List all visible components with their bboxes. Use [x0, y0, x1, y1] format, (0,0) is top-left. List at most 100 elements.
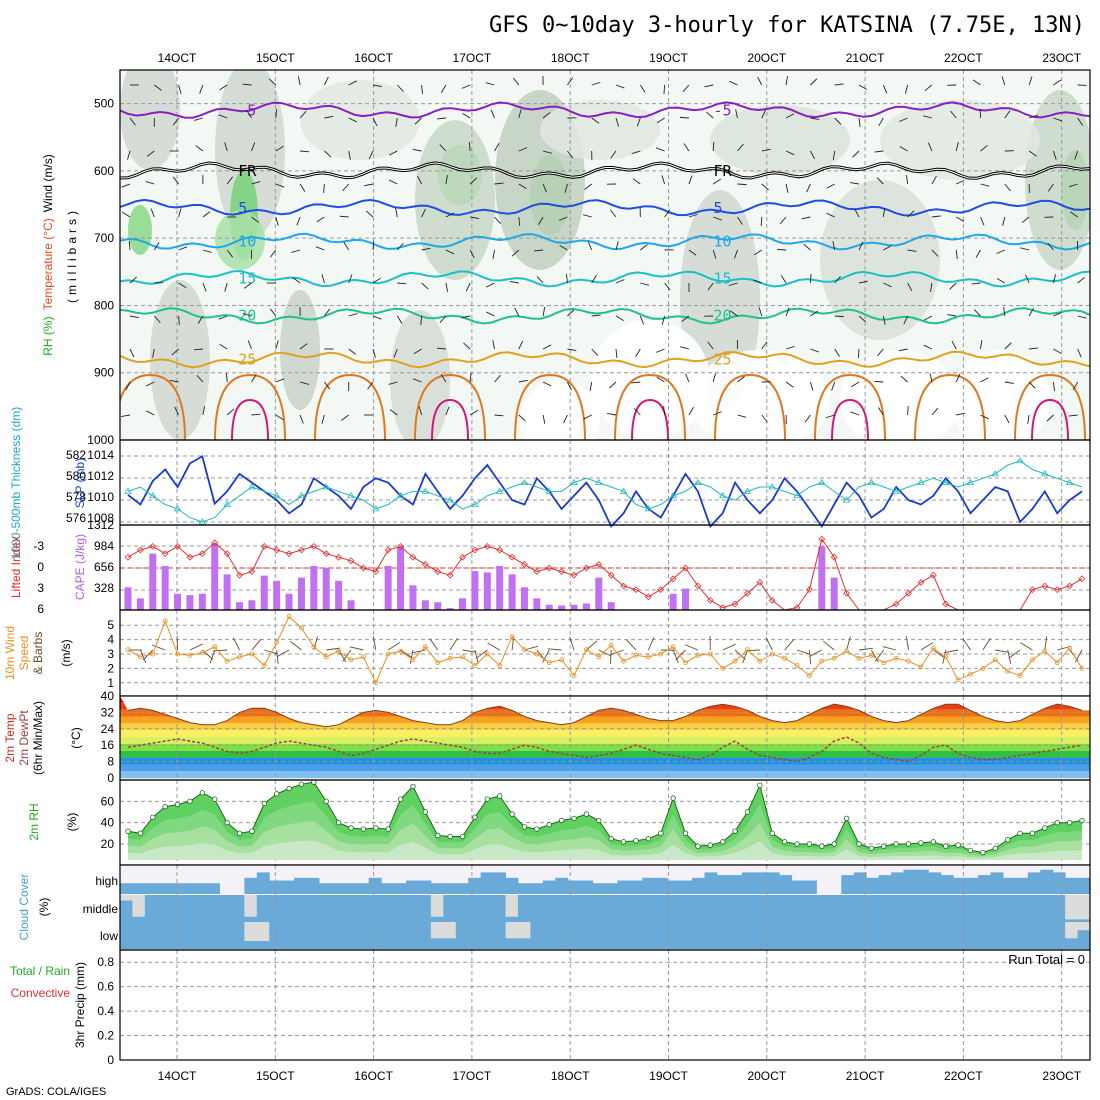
cloud-cell: [418, 922, 432, 949]
isotherm-label: 15: [714, 270, 732, 288]
wind-barb: [469, 249, 475, 259]
wind-barb: [947, 314, 957, 317]
cape-bar: [595, 577, 603, 610]
pressure-tick-label: 1000: [87, 433, 114, 447]
wind10m-marker: [881, 660, 887, 666]
wind-barb: [559, 244, 568, 251]
wind10m-speed-line: [125, 614, 1085, 686]
cloud-cell: [194, 922, 208, 949]
rh-shade: [300, 80, 420, 160]
wind10m-marker: [398, 648, 403, 654]
wind-barb: [810, 150, 816, 160]
wind-barb: [951, 340, 957, 350]
wind-barb: [834, 275, 841, 284]
warm-contour: [414, 373, 486, 440]
lifted-index-line: [124, 535, 1086, 611]
side-label-part: (6hr Min/Max): [31, 701, 45, 775]
bottom-date-label: 15OCT: [256, 1069, 295, 1083]
rh-shade: [415, 120, 495, 280]
wind-barb: [364, 183, 374, 187]
cloud-gap: [244, 895, 258, 917]
wind-barb: [324, 308, 331, 317]
wind-barb: [128, 240, 131, 251]
precip-tick: 0: [107, 1053, 114, 1067]
wind-barb: [655, 147, 665, 152]
cloud-cell: [256, 872, 270, 894]
wind-barb: [882, 315, 886, 325]
cloud-cell: [629, 880, 643, 894]
temp-band: [120, 709, 1090, 717]
li-marker: [533, 568, 541, 575]
cloud-cell: [418, 880, 432, 894]
wind-barb: [421, 247, 431, 251]
wind-barb: [514, 307, 520, 317]
wind10m-barb: [722, 643, 736, 651]
wind-barb: [834, 83, 844, 86]
cape-bar: [136, 598, 144, 610]
rh-marker: [1017, 830, 1023, 837]
rh-marker: [1054, 819, 1060, 826]
wind10m-marker: [509, 634, 515, 640]
rh2m-tick: 60: [101, 794, 115, 808]
wind-barb: [421, 282, 429, 290]
wind-barb: [440, 84, 447, 93]
cloud-cell: [256, 895, 270, 922]
wind10m-marker: [732, 658, 738, 664]
cape-bar: [520, 587, 528, 610]
cape-bar: [682, 588, 690, 610]
wind-barb: [518, 147, 528, 152]
cloud-cell: [530, 883, 544, 894]
wind-barb: [348, 80, 357, 86]
cape-bar: [818, 546, 826, 610]
wind-barb: [469, 177, 478, 185]
wind-barb: [421, 208, 426, 218]
rh-shade: [390, 310, 450, 440]
wind-barb: [706, 111, 714, 119]
wind10m-marker: [274, 640, 280, 645]
cloud-cell: [443, 895, 457, 922]
thickness-marker: [322, 483, 330, 490]
wind10m-marker: [695, 653, 701, 658]
wind-barb: [343, 242, 350, 251]
side-label-part: 10m Wind: [3, 626, 17, 680]
rh-marker: [298, 781, 305, 787]
precip-tick: 0.2: [97, 1029, 114, 1043]
isotherm-label: 5: [238, 199, 247, 217]
wind-barb: [275, 378, 285, 383]
thickness-marker: [471, 500, 479, 507]
wind-barb: [226, 408, 235, 416]
wind-barb: [417, 175, 423, 185]
cape-bar: [223, 574, 231, 610]
cloud-cell: [567, 880, 581, 894]
cloud-cell: [816, 922, 830, 949]
cloud-cell: [480, 922, 494, 949]
wind-barb: [1047, 183, 1054, 192]
cloud-cell: [368, 877, 382, 894]
cloud-cell: [891, 872, 904, 894]
cloud-cell: [667, 880, 681, 894]
wind-barb: [975, 249, 981, 259]
cloud-cell: [418, 895, 432, 922]
wind-barb: [758, 307, 763, 317]
rh-marker: [509, 811, 515, 817]
cape-bars: [124, 543, 838, 610]
cloud-cell: [1065, 877, 1079, 894]
cloud-cell: [990, 872, 1004, 894]
wind-barb: [640, 282, 650, 286]
wind-barb: [640, 244, 648, 251]
cloud-cell: [493, 895, 507, 922]
cloud-cell: [605, 895, 618, 922]
wind-barb: [737, 414, 747, 418]
wind10m-marker: [1054, 660, 1060, 666]
rh-marker: [360, 826, 367, 832]
wind-barb: [178, 208, 182, 218]
rh2m-tick: 40: [101, 816, 115, 830]
wind-barb: [486, 282, 495, 288]
wind-barb: [299, 183, 306, 192]
cloud-cell: [343, 922, 357, 949]
cape-bar: [582, 603, 590, 610]
isotherm-label: 15: [238, 270, 256, 288]
bottom-date-label: 14OCT: [158, 1069, 197, 1083]
